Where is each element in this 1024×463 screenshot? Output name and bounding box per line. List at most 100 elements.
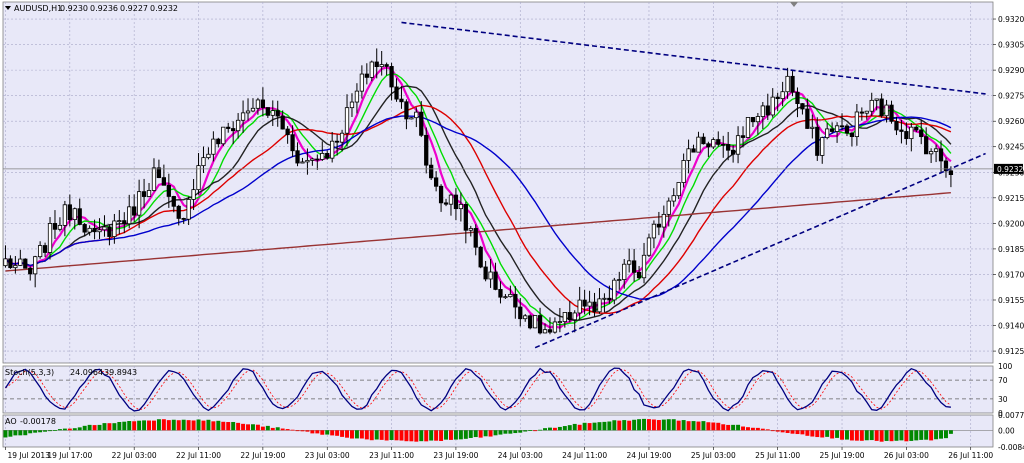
ao-bar: [354, 430, 359, 439]
ao-bar: [340, 430, 345, 437]
ao-bar: [23, 430, 28, 436]
ao-bar: [721, 424, 726, 431]
ohlc-value: 0.9232: [150, 4, 178, 13]
x-tick-label: 23 Jul 11:00: [369, 451, 414, 460]
candle: [107, 226, 112, 237]
ao-bar: [488, 430, 493, 437]
ao-bar: [384, 430, 389, 441]
ao-bar: [255, 424, 260, 431]
candle: [453, 194, 459, 210]
candle: [745, 117, 751, 138]
candle: [384, 64, 389, 67]
candle: [310, 158, 315, 161]
candle: [706, 143, 711, 148]
stoch-tick-label: 0: [998, 409, 1003, 418]
ao-bar: [800, 430, 805, 435]
ao-bar: [899, 430, 904, 441]
candle: [864, 110, 869, 114]
ao-bar: [538, 429, 543, 431]
candle: [676, 182, 681, 197]
candle: [691, 148, 696, 153]
candle: [211, 138, 216, 155]
ao-bar: [642, 418, 647, 431]
candle: [191, 189, 196, 200]
candle: [839, 125, 845, 128]
candle: [532, 315, 538, 329]
candle: [117, 220, 122, 223]
ohlc-value: 0.9227: [120, 4, 148, 13]
candle: [815, 126, 820, 156]
ao-bar: [567, 425, 572, 431]
candle: [577, 299, 582, 314]
ao-bar: [211, 421, 216, 431]
candle: [899, 129, 904, 132]
candle: [661, 213, 666, 228]
candle: [216, 138, 221, 145]
ao-bar: [206, 419, 211, 431]
ao-bar: [473, 430, 478, 438]
candle: [829, 128, 835, 132]
candle: [770, 96, 775, 116]
ao-bar: [330, 430, 335, 436]
candle: [542, 329, 548, 334]
ao-bar: [161, 419, 166, 431]
candle: [933, 148, 939, 152]
ao-bar: [231, 421, 236, 431]
trendline-lower[interactable]: [534, 152, 986, 349]
candle: [755, 116, 761, 123]
candle: [721, 143, 726, 146]
ao-bar: [389, 430, 394, 440]
candle: [438, 185, 444, 204]
ao-bar: [508, 430, 513, 434]
price-pane[interactable]: [2, 1, 994, 364]
moving-average-8: [5, 72, 952, 326]
dropdown-triangle-icon[interactable]: [5, 6, 11, 10]
candle: [948, 170, 954, 175]
candle: [825, 128, 830, 139]
ao-tick-label: 0.00773: [998, 411, 1024, 420]
candle: [379, 64, 384, 68]
candle: [250, 107, 256, 112]
ao-bar: [602, 421, 607, 431]
ao-bar: [448, 430, 453, 440]
ao-bar: [884, 430, 889, 441]
ao-bar: [444, 430, 449, 440]
ao-pane[interactable]: [2, 414, 994, 448]
candle: [696, 136, 701, 153]
candle: [82, 224, 87, 233]
candle: [334, 140, 340, 143]
ao-bar: [132, 421, 137, 431]
ao-bar: [775, 430, 780, 432]
ao-bar: [627, 420, 632, 431]
ao-bar: [543, 428, 548, 431]
ao-bar: [305, 430, 310, 432]
chart-shift-marker-icon[interactable]: [790, 2, 798, 7]
candle: [112, 220, 117, 237]
candle: [859, 111, 864, 114]
candle: [186, 199, 191, 220]
ao-value: -0.00178: [20, 417, 56, 426]
ao-bar: [607, 421, 612, 431]
candle: [151, 167, 157, 191]
candle: [255, 99, 261, 109]
candle: [597, 298, 602, 313]
candle: [226, 126, 231, 129]
ao-bar: [939, 430, 944, 439]
ao-bar: [736, 424, 741, 431]
candle: [260, 99, 266, 108]
stoch-value: 24.0964: [70, 368, 103, 377]
ao-bar: [879, 430, 884, 442]
candle: [636, 271, 642, 279]
ao-bar: [711, 422, 716, 431]
candle: [909, 126, 914, 140]
candle: [904, 131, 909, 140]
x-tick-label: 23 Jul 19:00: [433, 451, 478, 460]
ao-bar: [513, 430, 518, 434]
trendline-upper[interactable]: [401, 21, 986, 95]
moving-average-200: [5, 192, 951, 272]
stoch-signal-line: [5, 368, 952, 411]
ao-bar: [790, 430, 795, 434]
candle: [686, 148, 691, 161]
ao-bar: [147, 420, 152, 431]
